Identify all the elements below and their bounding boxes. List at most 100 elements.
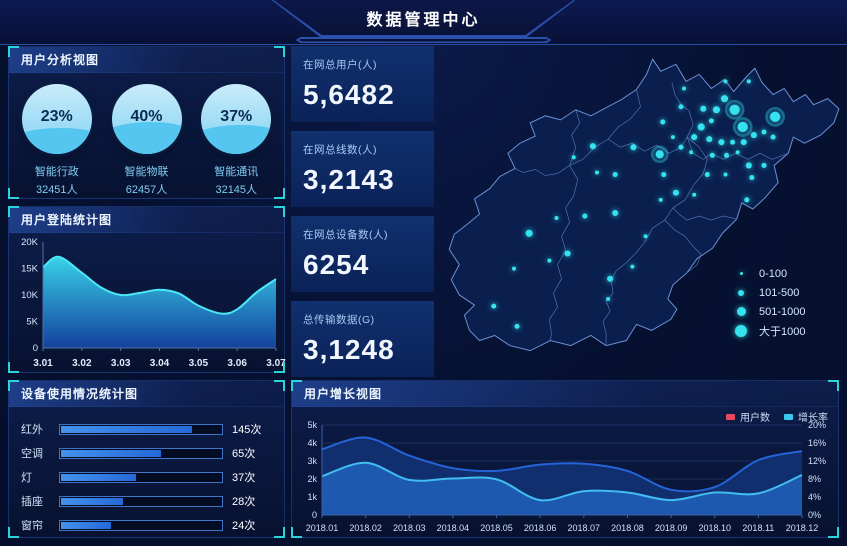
header-decoration bbox=[295, 37, 552, 43]
corner-bracket-icon bbox=[274, 206, 285, 217]
liquid-gauge: 40% 智能物联 62457人 bbox=[105, 84, 189, 197]
gauge-percent: 40% bbox=[130, 107, 163, 125]
svg-text:2018.07: 2018.07 bbox=[568, 523, 601, 533]
corner-bracket-icon bbox=[8, 527, 19, 538]
stat-card-total-data: 总传输数据(G) 3,1248 bbox=[291, 301, 434, 377]
map-legend-item[interactable]: 大于1000 bbox=[734, 321, 806, 340]
map-legend: 0-100 101-500 501-1000 大于1000 bbox=[734, 264, 806, 340]
svg-text:2018.11: 2018.11 bbox=[742, 523, 774, 533]
corner-bracket-icon bbox=[828, 527, 839, 538]
gauge-count: 62457人 bbox=[125, 184, 168, 196]
device-bar-track bbox=[59, 471, 223, 483]
svg-text:2018.01: 2018.01 bbox=[306, 523, 339, 533]
stat-value: 3,1248 bbox=[303, 334, 395, 365]
corner-bracket-icon bbox=[8, 46, 19, 57]
svg-text:8%: 8% bbox=[808, 474, 821, 484]
gauge-wave bbox=[111, 122, 182, 154]
svg-text:20%: 20% bbox=[808, 420, 826, 430]
device-bar-list: 红外 145次 空调 65次灯 37次插座 28次窗帘 24次 bbox=[9, 407, 284, 532]
stat-card-total-devices: 在网总设备数(人) 6254 bbox=[291, 216, 434, 292]
map-legend-item[interactable]: 501-1000 bbox=[734, 302, 806, 321]
svg-text:2018.04: 2018.04 bbox=[437, 523, 470, 533]
legend-item-users[interactable]: 用户数 bbox=[726, 409, 770, 424]
stat-label: 在网总用户(人) bbox=[303, 59, 377, 71]
svg-text:3.02: 3.02 bbox=[72, 358, 92, 369]
device-row: 空调 65次 bbox=[21, 447, 272, 460]
corner-bracket-icon bbox=[291, 380, 302, 391]
device-bar-track bbox=[59, 447, 223, 459]
panel-title-user-growth: 用户增长视图 bbox=[292, 381, 838, 407]
svg-text:2018.06: 2018.06 bbox=[524, 523, 557, 533]
panel-title-device-usage: 设备使用情况统计图 bbox=[9, 381, 284, 407]
legend-item-growth-rate[interactable]: 增长率 bbox=[784, 409, 828, 424]
liquid-gauge: 37% 智能通讯 32145人 bbox=[194, 84, 278, 197]
gauge-percent: 37% bbox=[220, 107, 253, 125]
svg-text:10K: 10K bbox=[21, 290, 39, 301]
liquid-gauge-group: 23% 智能行政 32451人 40% 智能物联 62457人 37% 智能通讯 32145人 bbox=[9, 73, 284, 197]
gauge-count: 32451人 bbox=[35, 184, 78, 196]
device-label: 灯 bbox=[21, 472, 32, 484]
device-row: 灯 37次 bbox=[21, 471, 272, 484]
corner-bracket-icon bbox=[274, 527, 285, 538]
header-trapezoid: 数据管理中心 bbox=[273, 0, 574, 35]
device-label: 插座 bbox=[21, 496, 43, 508]
svg-text:2018.05: 2018.05 bbox=[480, 523, 513, 533]
device-row: 红外 145次 bbox=[21, 423, 272, 436]
device-bar-track bbox=[59, 519, 223, 531]
map-legend-item[interactable]: 101-500 bbox=[734, 283, 806, 302]
corner-bracket-icon bbox=[8, 380, 19, 391]
svg-text:2018.09: 2018.09 bbox=[655, 523, 688, 533]
gauge-circle: 40% bbox=[111, 84, 182, 154]
corner-bracket-icon bbox=[274, 46, 285, 57]
corner-bracket-icon bbox=[274, 188, 285, 199]
svg-text:5k: 5k bbox=[307, 420, 317, 430]
device-row: 插座 28次 bbox=[21, 495, 272, 508]
gauge-count: 32145人 bbox=[215, 184, 258, 196]
province-map bbox=[448, 58, 840, 352]
svg-text:4k: 4k bbox=[307, 438, 317, 448]
gauge-circle: 23% bbox=[21, 84, 92, 154]
device-bar-track bbox=[59, 495, 223, 507]
device-value: 28次 bbox=[232, 496, 256, 508]
corner-bracket-icon bbox=[274, 362, 285, 373]
svg-text:2k: 2k bbox=[307, 474, 317, 484]
corner-bracket-icon bbox=[8, 206, 19, 217]
svg-text:2018.02: 2018.02 bbox=[349, 523, 382, 533]
stats-column: 在网总用户(人) 5,6482 在网总线数(人) 3,2143 在网总设备数(人… bbox=[291, 46, 434, 386]
svg-text:3k: 3k bbox=[307, 456, 317, 466]
device-bar-fill bbox=[61, 425, 193, 433]
svg-text:20K: 20K bbox=[21, 237, 39, 248]
growth-chart-legend: 用户数 增长率 bbox=[726, 409, 828, 424]
legend-marker-icon bbox=[726, 413, 735, 420]
device-bar-fill bbox=[61, 521, 112, 529]
svg-text:3.03: 3.03 bbox=[111, 358, 131, 369]
stat-value: 6254 bbox=[303, 249, 370, 280]
device-bar-track bbox=[59, 423, 223, 435]
svg-text:2018.12: 2018.12 bbox=[786, 523, 819, 533]
panel-user-growth: 用户增长视图 用户数 增长率 0 1k 2k 3k 4k 5k 0% 4% 8% 12% 16% 20… bbox=[291, 380, 839, 538]
gauge-label: 智能行政 bbox=[34, 166, 79, 178]
scatter-size-dot-icon bbox=[739, 272, 743, 275]
device-bar-fill bbox=[61, 473, 136, 481]
gauge-wave bbox=[21, 128, 92, 154]
device-row: 窗帘 24次 bbox=[21, 519, 272, 532]
svg-text:2018.10: 2018.10 bbox=[698, 523, 731, 533]
device-label: 空调 bbox=[21, 448, 43, 460]
corner-bracket-icon bbox=[828, 380, 839, 391]
gauge-label: 智能通讯 bbox=[214, 166, 259, 178]
gauge-label: 智能物联 bbox=[124, 166, 169, 178]
header-bar: 数据管理中心 bbox=[0, 0, 847, 45]
gauge-wave bbox=[201, 124, 272, 154]
corner-bracket-icon bbox=[291, 527, 302, 538]
scatter-size-dot-icon bbox=[738, 289, 744, 296]
map-legend-item[interactable]: 0-100 bbox=[734, 264, 806, 283]
svg-text:15K: 15K bbox=[21, 264, 39, 275]
panel-title-user-analysis: 用户分析视图 bbox=[9, 47, 284, 73]
gauge-circle: 37% bbox=[201, 84, 272, 154]
svg-text:0: 0 bbox=[33, 343, 38, 354]
device-value: 65次 bbox=[232, 448, 256, 460]
liquid-gauge: 23% 智能行政 32451人 bbox=[15, 84, 99, 197]
svg-text:1k: 1k bbox=[307, 492, 317, 502]
device-value: 24次 bbox=[232, 520, 256, 532]
legend-marker-icon bbox=[784, 413, 793, 420]
